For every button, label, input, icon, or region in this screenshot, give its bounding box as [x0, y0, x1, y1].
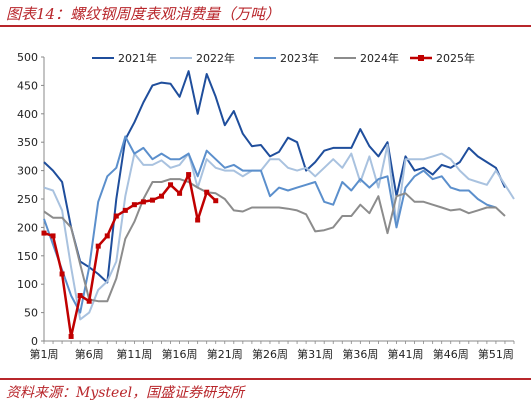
- y-tick-label: 100: [17, 278, 38, 291]
- series-point-2025年: [59, 271, 65, 277]
- x-tick-label: 第21周: [207, 347, 243, 361]
- series-point-2025年: [68, 333, 74, 339]
- series-point-2025年: [113, 213, 119, 219]
- series-point-2025年: [122, 207, 128, 213]
- y-tick-label: 50: [24, 307, 38, 320]
- series-point-2025年: [86, 298, 92, 304]
- y-tick-label: 400: [17, 108, 38, 121]
- chart-axes: 0 50 100 150 200 250 300 350 400 450 500 第1周 第6周 第11周…: [17, 51, 515, 361]
- series-point-2025年: [204, 189, 210, 195]
- series-line-2024年: [43, 178, 506, 303]
- y-tick-label: 450: [17, 79, 38, 92]
- y-tick-label: 150: [17, 250, 38, 263]
- x-tick-label: 第46周: [433, 347, 469, 361]
- series-line-2025年: [43, 173, 217, 338]
- series-point-2025年: [104, 233, 110, 239]
- chart-title: 图表14：螺纹钢周度表观消费量（万吨）: [6, 5, 281, 23]
- legend-label: 2024年: [360, 51, 399, 65]
- x-tick-label: 第6周: [75, 347, 104, 361]
- x-tick-label: 第51周: [478, 347, 514, 361]
- series-point-2025年: [186, 172, 192, 178]
- x-tick-label: 第1周: [30, 347, 59, 361]
- series-point-2025年: [41, 230, 47, 236]
- x-tick-label: 第36周: [342, 347, 378, 361]
- chart-legend: 2021年 2022年 2023年 2024年 2025年: [92, 51, 475, 65]
- x-tick-label: 第41周: [388, 347, 424, 361]
- series-point-2025年: [149, 197, 155, 203]
- x-tick-label: 第16周: [162, 347, 198, 361]
- series-point-2025年: [77, 293, 83, 299]
- series-point-2025年: [195, 217, 201, 223]
- series-point-2025年: [50, 233, 56, 239]
- x-tick-label: 第11周: [116, 347, 152, 361]
- series-point-2025年: [213, 198, 219, 204]
- y-tick-label: 350: [17, 136, 38, 149]
- source-divider: [0, 378, 531, 380]
- legend-marker-2025年: [418, 55, 424, 61]
- series-point-2025年: [159, 193, 164, 199]
- series-point-2025年: [177, 190, 183, 196]
- y-tick-label: 250: [17, 193, 38, 206]
- series-line-2023年: [43, 135, 497, 314]
- chart-series: [41, 70, 515, 339]
- series-line-2021年: [43, 70, 506, 284]
- y-tick-label: 0: [31, 335, 38, 348]
- y-tick-label: 500: [17, 51, 38, 64]
- series-point-2025年: [131, 202, 137, 208]
- y-tick-label: 300: [17, 165, 38, 178]
- series-line-2022年: [43, 144, 515, 321]
- legend-label: 2025年: [436, 51, 475, 65]
- legend-label: 2022年: [196, 51, 235, 65]
- y-tick-label: 200: [17, 221, 38, 234]
- legend-label: 2023年: [280, 51, 319, 65]
- title-divider: [0, 25, 531, 27]
- series-point-2025年: [95, 243, 101, 249]
- series-point-2025年: [168, 182, 174, 188]
- series-point-2025年: [140, 199, 146, 205]
- source-note: 资料来源：Mysteel，国盛证券研究所: [6, 385, 245, 401]
- legend-label: 2021年: [118, 51, 157, 65]
- x-tick-label: 第26周: [252, 347, 288, 361]
- x-tick-label: 第31周: [297, 347, 333, 361]
